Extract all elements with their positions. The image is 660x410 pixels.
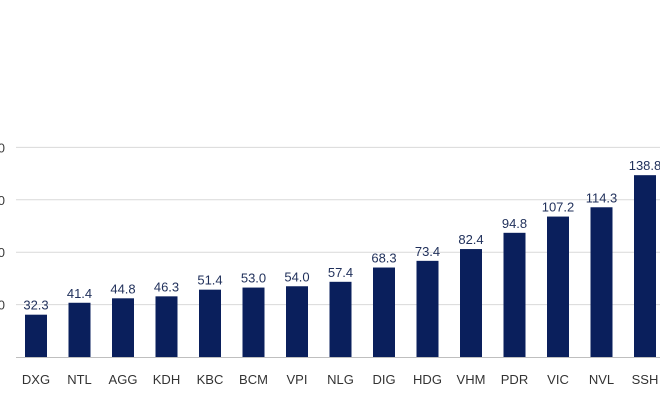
category-label-bcm: BCM — [239, 372, 268, 387]
data-label-kbc: 51.4 — [197, 273, 222, 288]
data-label-dig: 68.3 — [371, 251, 396, 266]
category-label-dig: DIG — [372, 372, 395, 387]
category-label-nlg: NLG — [327, 372, 354, 387]
data-label-bcm: 53.0 — [241, 271, 266, 286]
bar-vhm — [460, 249, 482, 357]
bar-hdg — [416, 260, 439, 357]
bar-nvl — [590, 207, 613, 357]
bar-bcm — [242, 287, 265, 357]
bar-pdr — [503, 232, 526, 357]
category-label-vhm: VHM — [457, 372, 486, 387]
bars — [25, 175, 656, 357]
bar-kdh — [155, 296, 178, 357]
category-label-nvl: NVL — [589, 372, 614, 387]
data-label-hdg: 73.4 — [415, 244, 440, 259]
data-label-vic: 107.2 — [542, 200, 575, 215]
category-label-pdr: PDR — [501, 372, 528, 387]
y-tick-label: 160 — [0, 140, 5, 155]
bar-ssh — [634, 175, 656, 357]
bar-vpi — [286, 286, 308, 357]
bar-vic — [547, 216, 569, 357]
category-label-hdg: HDG — [413, 372, 442, 387]
category-label-vic: VIC — [547, 372, 569, 387]
category-label-kdh: KDH — [153, 372, 180, 387]
y-tick-label: 80 — [0, 245, 5, 260]
data-label-pdr: 94.8 — [502, 216, 527, 231]
data-labels: 32.3 41.4 44.8 46.3 51.4 53.0 54.0 57.4 68.3 73.4… — [23, 158, 660, 313]
data-label-ntl: 41.4 — [67, 286, 92, 301]
data-label-kdh: 46.3 — [154, 279, 179, 294]
bar-agg — [112, 298, 134, 357]
data-label-agg: 44.8 — [110, 281, 135, 296]
bar-ntl — [68, 302, 91, 357]
category-label-dxg: DXG — [22, 372, 50, 387]
category-label-agg: AGG — [109, 372, 138, 387]
data-label-vpi: 54.0 — [284, 269, 309, 284]
x-axis-category-labels: DXG NTL AGG KDH KBC BCM VPI NLG DIG HDG VHM PDR VIC N… — [22, 372, 658, 387]
category-label-kbc: KBC — [197, 372, 224, 387]
category-label-ssh: SSH — [632, 372, 659, 387]
category-label-vpi: VPI — [287, 372, 308, 387]
data-label-ssh: 138.8 — [629, 158, 660, 173]
data-label-nlg: 57.4 — [328, 265, 353, 280]
bar-kbc — [199, 289, 221, 357]
data-label-vhm: 82.4 — [458, 232, 483, 247]
bar-nlg — [329, 281, 352, 357]
data-label-nvl: 114.3 — [586, 190, 618, 205]
y-axis-tick-labels: 40 80 120 160 — [0, 140, 5, 312]
category-label-ntl: NTL — [67, 372, 92, 387]
y-tick-label: 120 — [0, 193, 5, 208]
bar-dig — [373, 267, 395, 357]
y-tick-label: 40 — [0, 298, 5, 313]
data-label-dxg: 32.3 — [23, 298, 48, 313]
bar-dxg — [25, 314, 47, 357]
